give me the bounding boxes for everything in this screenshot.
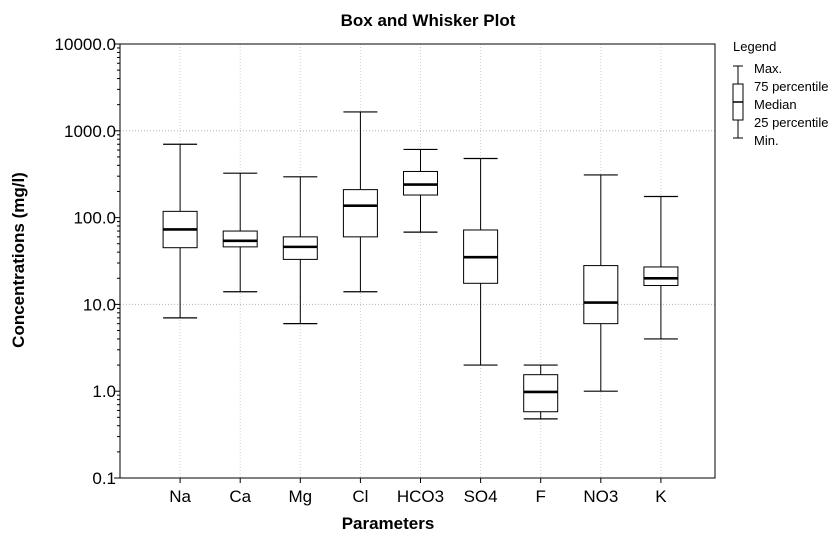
legend-max: Max. [754,61,782,76]
x-axis-label: Parameters [342,514,435,533]
y-tick-label: 0.1 [92,469,116,488]
box-mg [282,176,318,325]
box-ca [222,172,258,293]
legend-q1: 25 percentile [754,115,828,130]
legend-min: Min. [754,133,779,148]
y-axis-label: Concentrations (mg/l) [9,172,28,348]
y-tick-label: 1.0 [92,382,116,401]
iqr-box [583,265,619,325]
box-f [523,364,559,420]
legend-box-glyph [732,65,744,139]
x-tick-label-ca: Ca [229,487,251,506]
iqr-box [342,189,378,238]
iqr-box [403,170,439,196]
y-axis: 0.1 1.0 10.0 100.0 1000.0 10000.0 [55,35,120,488]
y-tick-label: 10.0 [83,295,116,314]
y-tick-label: 100.0 [73,209,116,228]
y-tick-label: 1000.0 [64,122,116,141]
chart-title: Box and Whisker Plot [341,11,516,30]
x-tick-label-f: F [536,487,546,506]
box-hco3 [403,148,439,233]
box-no3 [583,174,619,392]
iqr-box [222,230,258,248]
x-tick-label-k: K [655,487,667,506]
x-tick-label-mg: Mg [288,487,312,506]
legend-title: Legend [733,39,776,54]
x-axis: Na Ca Mg Cl HCO3 SO4 F NO3 K [169,478,667,506]
x-tick-label-so4: SO4 [464,487,498,506]
box-series [162,111,679,420]
x-tick-label-na: Na [169,487,191,506]
legend: Legend Max. 75 percentile Median 25 perc… [732,39,828,148]
box-so4 [463,157,499,366]
box-cl [342,111,378,293]
box-na [162,143,198,319]
x-tick-label-hco3: HCO3 [397,487,444,506]
x-tick-label-no3: NO3 [583,487,618,506]
legend-median: Median [754,97,797,112]
legend-q3: 75 percentile [754,79,828,94]
grid-lines [120,44,715,478]
x-tick-label-cl: Cl [352,487,368,506]
iqr-box [643,266,679,287]
plot-frame [119,43,716,479]
y-tick-label: 10000.0 [55,35,116,54]
box-k [643,195,679,340]
